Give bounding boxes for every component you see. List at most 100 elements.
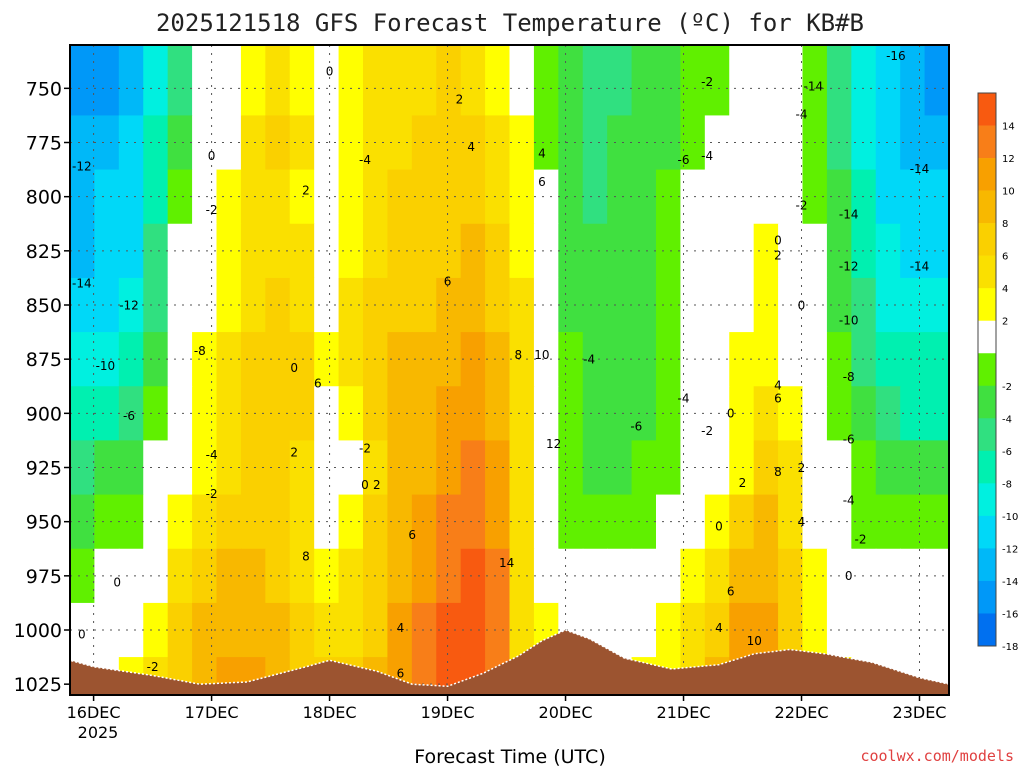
temperature-cell	[924, 223, 949, 279]
contour-label: -8	[843, 370, 855, 384]
temperature-cell	[118, 332, 144, 387]
colorbar-label: -18	[1002, 642, 1018, 653]
contour-label: 2	[302, 184, 310, 198]
temperature-cell	[924, 45, 949, 117]
contour-label: 4	[798, 515, 806, 529]
temperature-cell	[143, 45, 169, 117]
temperature-cell	[167, 277, 193, 333]
temperature-cell	[582, 548, 608, 604]
temperature-cell	[485, 277, 511, 333]
contour-label: -4	[843, 493, 855, 507]
contour-label: -4	[678, 392, 690, 406]
colorbar-segment	[978, 613, 996, 647]
temperature-cell	[900, 45, 926, 117]
temperature-cell	[704, 386, 730, 442]
contour-label: -2	[855, 532, 867, 546]
temperature-cell	[558, 494, 584, 550]
colorbar-label: -10	[1002, 512, 1018, 523]
colorbar-label: -16	[1002, 610, 1018, 621]
contour-label: 4	[467, 140, 475, 154]
temperature-cell	[656, 386, 682, 442]
colorbar-segment	[978, 548, 996, 582]
temperature-cell	[118, 115, 144, 171]
x-axis: 16DEC 17DEC 18DEC 19DEC 20DEC 21DEC 22DEC 23DEC	[67, 695, 946, 722]
temperature-cell	[436, 548, 462, 604]
contour-label: -12	[119, 298, 139, 312]
temperature-cell	[704, 332, 730, 387]
temperature-cell	[143, 548, 169, 604]
temperature-cell	[70, 548, 96, 604]
x-tick-label: 20DEC	[539, 703, 593, 722]
temperature-cell	[656, 223, 682, 279]
temperature-cell	[924, 494, 949, 550]
temperature-cell	[460, 440, 486, 496]
colorbar-frame	[977, 92, 997, 647]
temperature-cell	[680, 277, 706, 333]
temperature-cell	[118, 494, 144, 550]
temperature-cell	[216, 494, 242, 550]
contour-label: -4	[701, 149, 713, 163]
temperature-cell	[900, 386, 926, 442]
temperature-cell	[216, 602, 242, 658]
temperature-cell	[582, 169, 608, 225]
temperature-cell	[167, 602, 193, 658]
contour-label: 0	[290, 361, 298, 375]
temperature-cell	[558, 548, 584, 604]
temperature-cell	[680, 169, 706, 225]
temperature-cell	[607, 602, 633, 658]
temperature-cell	[70, 169, 96, 225]
contour-label: 0	[326, 64, 334, 78]
temperature-cell	[704, 45, 730, 117]
temperature-cell	[924, 332, 949, 387]
temperature-cell	[631, 332, 657, 387]
temperature-cell	[411, 602, 437, 658]
temperature-cell	[143, 440, 169, 496]
temperature-cell	[240, 494, 266, 550]
temperature-cell	[240, 277, 266, 333]
temperature-cell	[704, 223, 730, 279]
temperature-cell	[216, 440, 242, 496]
temperature-cell	[607, 169, 633, 225]
temperature-cell	[558, 223, 584, 279]
temperature-cell	[631, 494, 657, 550]
colorbar-segment	[978, 450, 996, 484]
temperature-cell	[167, 548, 193, 604]
temperature-cell	[680, 332, 706, 387]
temperature-cell	[533, 332, 559, 387]
temperature-cell	[607, 548, 633, 604]
temperature-cell	[533, 440, 559, 496]
colorbar: 14 12 10 8 6 4 2 -2 -4 -6 -8 -10 -12 -14 -16 -18	[977, 92, 1018, 653]
temperature-cell	[485, 115, 511, 171]
temperature-cell	[70, 115, 96, 171]
temperature-cell	[216, 332, 242, 387]
temperature-cell	[94, 115, 120, 171]
temperature-cell	[143, 115, 169, 171]
contour-label: 8	[514, 348, 522, 362]
colorbar-segment	[978, 353, 996, 387]
temperature-cell	[94, 223, 120, 279]
temperature-cell	[607, 440, 633, 496]
temperature-cell	[656, 115, 682, 171]
temperature-cell	[411, 169, 437, 225]
temperature-cell	[485, 440, 511, 496]
colorbar-segment	[978, 580, 996, 614]
temperature-cell	[436, 440, 462, 496]
colorbar-segment	[978, 125, 996, 159]
temperature-cell	[143, 169, 169, 225]
contour-label: 14	[499, 556, 514, 570]
temperature-cell	[240, 169, 266, 225]
temperature-cell	[656, 45, 682, 117]
temperature-cell	[192, 386, 218, 442]
contour-label: -2	[359, 441, 371, 455]
temperature-cell	[631, 440, 657, 496]
contour-label: -4	[583, 353, 595, 367]
contour-label: -2	[701, 75, 713, 89]
temperature-cell	[436, 115, 462, 171]
temperature-cell	[607, 494, 633, 550]
temperature-cell	[656, 494, 682, 550]
temperature-cell	[192, 169, 218, 225]
y-axis: 750 775 800 825 850 875 900 925 950 975 1000 1025	[14, 78, 70, 696]
temperature-cell	[70, 386, 96, 442]
temperature-cell	[118, 45, 144, 117]
contour-label: 0	[361, 478, 369, 492]
